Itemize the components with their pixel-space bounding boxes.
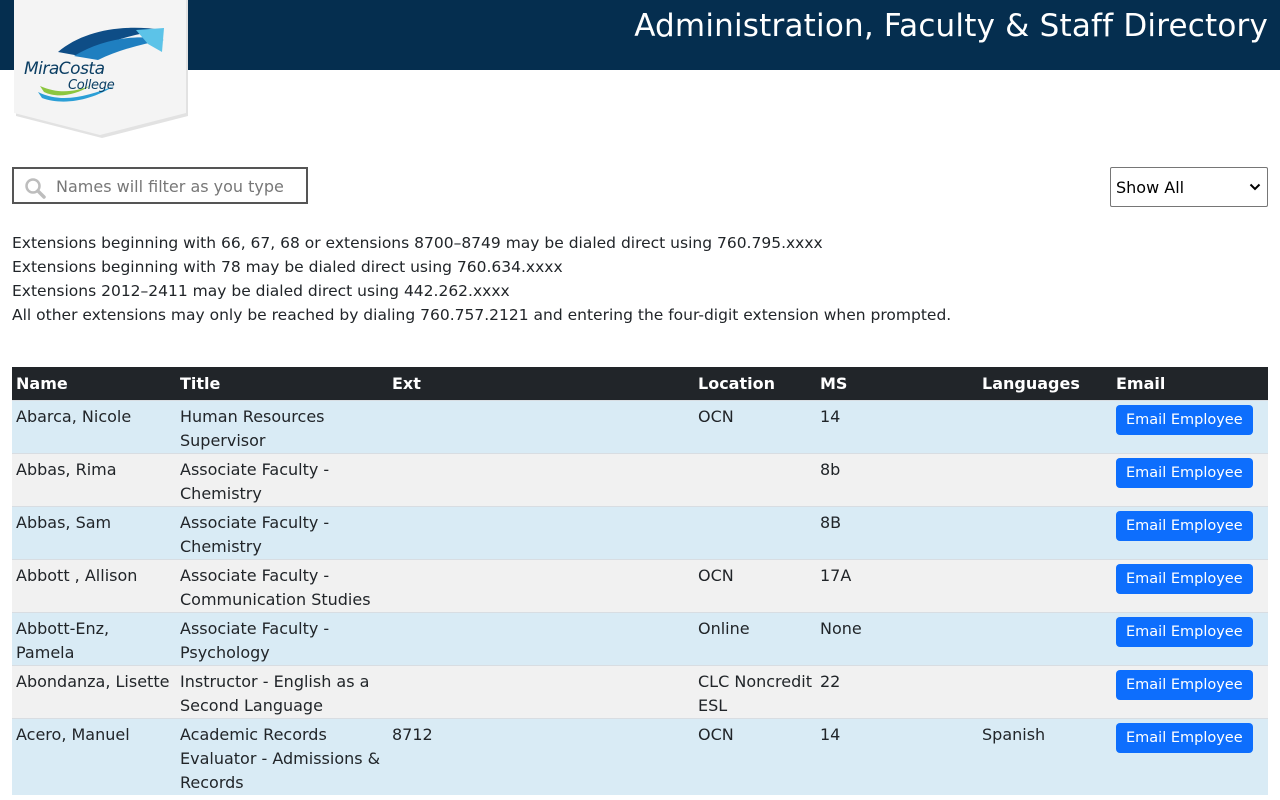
cell-name: Abbott-Enz, Pamela [12,612,176,666]
table-row: Acero, Manuel Academic Records Evaluator… [12,718,1268,795]
cell-email: Email Employee [1112,718,1268,795]
college-logo[interactable] [14,0,190,140]
cell-location [694,506,816,560]
cell-ext [388,612,694,666]
table-row: Abarca, Nicole Human Resources Superviso… [12,400,1268,454]
cell-languages [978,506,1112,560]
name-filter-input[interactable] [54,172,306,201]
cell-languages [978,400,1112,454]
cell-email: Email Employee [1112,665,1268,719]
location-filter-select[interactable]: Show All [1110,167,1268,207]
extension-notes: Extensions beginning with 66, 67, 68 or … [12,231,951,327]
cell-title: Associate Faculty - Communication Studie… [176,559,388,613]
cell-name: Abbas, Sam [12,506,176,560]
cell-title: Human Resources Supervisor [176,400,388,454]
table-row: Abbott-Enz, Pamela Associate Faculty - P… [12,612,1268,666]
cell-email: Email Employee [1112,400,1268,454]
table-row: Abondanza, Lisette Instructor - English … [12,665,1268,719]
cell-title: Academic Records Evaluator - Admissions … [176,718,388,795]
email-employee-button[interactable]: Email Employee [1116,564,1253,594]
cell-location: OCN [694,718,816,795]
chevron-down-icon [1249,179,1261,198]
email-employee-button[interactable]: Email Employee [1116,458,1253,488]
cell-email: Email Employee [1112,559,1268,613]
cell-ms: None [816,612,978,666]
cell-title: Associate Faculty - Psychology [176,612,388,666]
table-row: Abbott , Allison Associate Faculty - Com… [12,559,1268,613]
col-header-title[interactable]: Title [176,367,388,401]
col-header-ms[interactable]: MS [816,367,978,401]
cell-title: Instructor - English as a Second Languag… [176,665,388,719]
table-row: Abbas, Sam Associate Faculty - Chemistry… [12,506,1268,560]
page-title: Administration, Faculty & Staff Director… [634,8,1268,44]
cell-languages: Spanish [978,718,1112,795]
note-line: Extensions beginning with 78 may be dial… [12,258,563,276]
cell-location: CLC Noncredit ESL [694,665,816,719]
logo-wordmark-sub: College [68,78,115,93]
col-header-name[interactable]: Name [12,367,176,401]
col-header-languages[interactable]: Languages [978,367,1112,401]
cell-location: OCN [694,559,816,613]
name-filter-box[interactable] [12,167,308,204]
cell-name: Abarca, Nicole [12,400,176,454]
email-employee-button[interactable]: Email Employee [1116,511,1253,541]
table-row: Abbas, Rima Associate Faculty - Chemistr… [12,453,1268,507]
cell-languages [978,612,1112,666]
col-header-location[interactable]: Location [694,367,816,401]
filter-selected-value: Show All [1116,178,1185,197]
cell-ext [388,665,694,719]
cell-languages [978,453,1112,507]
email-employee-button[interactable]: Email Employee [1116,617,1253,647]
cell-ms: 22 [816,665,978,719]
cell-name: Abondanza, Lisette [12,665,176,719]
cell-ms: 8B [816,506,978,560]
cell-location: OCN [694,400,816,454]
cell-ms: 14 [816,400,978,454]
cell-email: Email Employee [1112,612,1268,666]
cell-languages [978,665,1112,719]
cell-title: Associate Faculty - Chemistry [176,453,388,507]
cell-ext [388,559,694,613]
note-line: All other extensions may only be reached… [12,306,952,324]
header-bar: Administration, Faculty & Staff Director… [0,0,1280,70]
cell-ext [388,400,694,454]
cell-ext [388,453,694,507]
logo-wordmark: MiraCosta [24,59,105,79]
cell-title: Associate Faculty - Chemistry [176,506,388,560]
cell-location [694,453,816,507]
col-header-ext[interactable]: Ext [388,367,694,401]
cell-name: Acero, Manuel [12,718,176,795]
note-line: Extensions 2012–2411 may be dialed direc… [12,282,510,300]
logo-badge-shape [14,0,188,138]
cell-ext [388,506,694,560]
cell-ms: 17A [816,559,978,613]
col-header-email[interactable]: Email [1112,367,1268,401]
email-employee-button[interactable]: Email Employee [1116,723,1253,753]
email-employee-button[interactable]: Email Employee [1116,405,1253,435]
note-line: Extensions beginning with 66, 67, 68 or … [12,234,823,252]
table-header-row: Name Title Ext Location MS Languages Ema… [12,367,1268,401]
cell-ms: 14 [816,718,978,795]
cell-name: Abbott , Allison [12,559,176,613]
email-employee-button[interactable]: Email Employee [1116,670,1253,700]
cell-location: Online [694,612,816,666]
cell-name: Abbas, Rima [12,453,176,507]
cell-languages [978,559,1112,613]
cell-ms: 8b [816,453,978,507]
search-icon [24,177,46,203]
cell-ext: 8712 [388,718,694,795]
directory-table: Name Title Ext Location MS Languages Ema… [12,367,1268,795]
cell-email: Email Employee [1112,453,1268,507]
cell-email: Email Employee [1112,506,1268,560]
